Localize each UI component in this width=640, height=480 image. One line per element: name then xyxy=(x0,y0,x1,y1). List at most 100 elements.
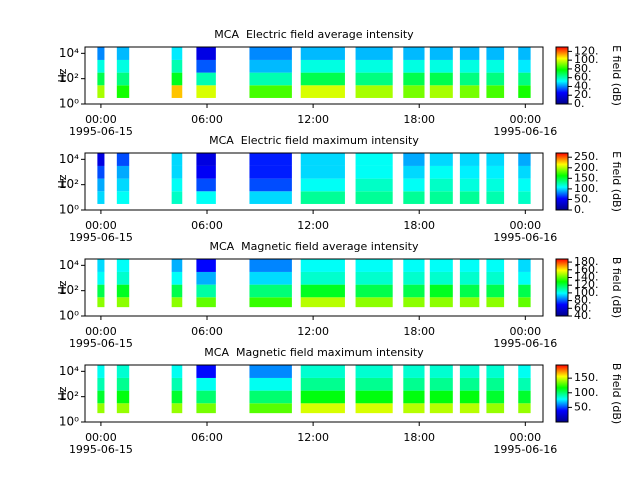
y-tick-label: 10⁰ xyxy=(59,203,79,217)
spectrogram-cell xyxy=(171,153,183,166)
spectrogram-cell xyxy=(116,178,130,192)
spectrogram-cell xyxy=(518,72,531,86)
spectrogram-cell xyxy=(518,47,531,60)
spectrogram-cell xyxy=(300,47,345,60)
spectrogram-cell xyxy=(459,259,480,272)
spectrogram-cell xyxy=(459,284,480,298)
colorbar-tick-label: 60. xyxy=(574,71,592,84)
spectrogram-cell xyxy=(459,59,480,73)
date-label: 1995-06-15 xyxy=(69,443,133,456)
spectrogram-cell xyxy=(196,377,216,391)
spectrogram-cell xyxy=(355,47,393,60)
spectrogram-cell xyxy=(300,284,345,298)
spectrogram-cell xyxy=(300,259,345,272)
spectrogram-cell xyxy=(355,377,393,391)
spectrogram-cell xyxy=(116,59,130,73)
x-tick-label: 12:00 xyxy=(297,431,329,444)
spectrogram-cell xyxy=(355,191,393,204)
spectrogram-cell xyxy=(249,390,292,404)
spectrogram-cell xyxy=(196,59,216,73)
spectrogram-cell xyxy=(116,47,130,60)
spectrogram-cell xyxy=(403,85,425,98)
spectrogram-cell xyxy=(300,377,345,391)
spectrogram-cell xyxy=(249,59,292,73)
spectrogram-cell xyxy=(300,59,345,73)
spectrogram-cell xyxy=(196,390,216,404)
spectrogram-cell xyxy=(196,178,216,192)
spectrogram-cell xyxy=(249,178,292,192)
spectrogram-cell xyxy=(97,153,105,166)
colorbar-tick-label: 60. xyxy=(574,301,592,314)
x-tick-label: 18:00 xyxy=(403,325,435,338)
spectrogram-cell xyxy=(300,178,345,192)
spectrogram-cell xyxy=(429,47,453,60)
spectrogram-cell xyxy=(403,271,425,285)
spectrogram-cell xyxy=(355,271,393,285)
spectrogram-cell xyxy=(116,191,130,204)
spectrogram-cell xyxy=(116,297,130,308)
spectrogram-cell xyxy=(97,390,105,404)
spectrogram-cell xyxy=(459,297,480,308)
colorbar-tick-label: 20. xyxy=(574,88,592,101)
x-tick-label: 00:00 xyxy=(85,325,117,338)
y-tick-label: 10⁴ xyxy=(59,152,79,166)
colorbar-label: E field (dB) xyxy=(610,45,623,106)
spectrogram-cell xyxy=(459,271,480,285)
spectrogram-cell xyxy=(116,403,130,414)
spectrogram-cell xyxy=(459,191,480,204)
spectrogram-cell xyxy=(249,259,292,272)
spectrogram-cell xyxy=(518,165,531,179)
colorbar-tick-label: 40. xyxy=(574,79,592,92)
spectrogram-cell xyxy=(300,365,345,378)
spectrogram-cell xyxy=(429,365,453,378)
spectrogram-cell xyxy=(171,403,183,414)
spectrogram-cell xyxy=(518,85,531,98)
spectrogram-cell xyxy=(486,165,505,179)
spectrogram-cell xyxy=(459,178,480,192)
spectrogram-cell xyxy=(171,259,183,272)
spectrogram-cell xyxy=(403,377,425,391)
spectrogram-cell xyxy=(518,403,531,414)
colorbar-tick-label: 40. xyxy=(574,309,592,322)
spectrogram-cell xyxy=(171,365,183,378)
spectrogram-cell xyxy=(403,259,425,272)
spectrogram-cell xyxy=(97,365,105,378)
colorbar xyxy=(555,152,569,211)
spectrogram-cell xyxy=(97,259,105,272)
spectrogram-cell xyxy=(429,390,453,404)
x-tick-label: 18:00 xyxy=(403,113,435,126)
spectrogram-cell xyxy=(116,85,130,98)
spectrogram-cell xyxy=(249,165,292,179)
spectrogram-cell xyxy=(355,297,393,308)
colorbar-tick-label: 120. xyxy=(574,278,599,291)
spectrogram-cell xyxy=(171,72,183,86)
spectrogram-cell xyxy=(403,165,425,179)
spectrogram-cell xyxy=(403,153,425,166)
spectrogram-cell xyxy=(116,72,130,86)
spectrogram-cell xyxy=(355,153,393,166)
spectrogram-cell xyxy=(518,153,531,166)
spectrogram-cell xyxy=(486,153,505,166)
spectrogram-cell xyxy=(300,271,345,285)
spectrogram-cell xyxy=(249,72,292,86)
date-label: 1995-06-16 xyxy=(493,443,557,456)
spectrogram-cell xyxy=(97,403,105,414)
y-axis-label: Hz xyxy=(56,386,69,400)
spectrogram-cell xyxy=(97,178,105,192)
spectrogram-cell xyxy=(403,390,425,404)
y-tick-label: 10² xyxy=(59,71,79,85)
x-tick-label: 00:00 xyxy=(85,113,117,126)
y-tick-label: 10⁴ xyxy=(59,46,79,60)
spectrogram-cell xyxy=(518,284,531,298)
x-tick-label: 06:00 xyxy=(191,325,223,338)
colorbar-tick-label: 100. xyxy=(574,286,599,299)
date-label: 1995-06-16 xyxy=(493,337,557,350)
spectrogram-cell xyxy=(518,390,531,404)
spectrogram-cell xyxy=(249,271,292,285)
colorbar-tick-label: 50. xyxy=(574,192,592,205)
spectrogram-cell xyxy=(196,271,216,285)
spectrogram-cell xyxy=(429,284,453,298)
axes-frame xyxy=(84,46,544,105)
spectrogram-cell xyxy=(171,165,183,179)
x-tick-label: 00:00 xyxy=(509,325,541,338)
